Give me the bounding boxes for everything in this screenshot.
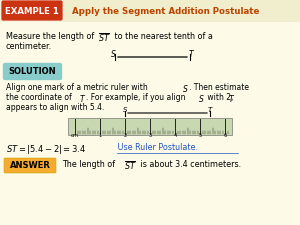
Text: the coordinate of: the coordinate of	[6, 93, 74, 102]
Text: $ST = |5.4 - 2| = 3.4$: $ST = |5.4 - 2| = 3.4$	[6, 143, 86, 156]
Text: with 2,: with 2,	[205, 93, 236, 102]
Text: SOLUTION: SOLUTION	[8, 68, 56, 76]
Text: Measure the length of: Measure the length of	[6, 32, 97, 41]
Text: Use Ruler Postulate.: Use Ruler Postulate.	[110, 143, 198, 152]
Text: $T$: $T$	[207, 105, 213, 114]
Text: 3: 3	[148, 133, 152, 138]
Text: 4: 4	[173, 133, 177, 138]
FancyBboxPatch shape	[1, 0, 63, 21]
Text: $S$: $S$	[182, 83, 189, 94]
Text: The length of: The length of	[62, 160, 118, 169]
Text: is about 3.4 centimeters.: is about 3.4 centimeters.	[138, 160, 241, 169]
Text: 2: 2	[123, 133, 127, 138]
Text: $S$: $S$	[198, 93, 205, 104]
Text: 5: 5	[198, 133, 202, 138]
Text: . For example, if you align: . For example, if you align	[86, 93, 188, 102]
Text: $S$: $S$	[110, 48, 116, 59]
Text: $\overline{ST}$: $\overline{ST}$	[124, 160, 136, 172]
Text: $T$: $T$	[79, 93, 86, 104]
Text: $\overline{ST}$: $\overline{ST}$	[98, 32, 110, 44]
Text: $T$: $T$	[228, 93, 235, 104]
Text: 1: 1	[98, 133, 102, 138]
Text: EXAMPLE 1: EXAMPLE 1	[5, 7, 59, 16]
Text: appears to align with 5.4.: appears to align with 5.4.	[6, 103, 104, 112]
Text: centimeter.: centimeter.	[6, 42, 52, 51]
Text: $T$: $T$	[188, 48, 196, 59]
Text: $S$: $S$	[122, 105, 128, 114]
Text: Apply the Segment Addition Postulate: Apply the Segment Addition Postulate	[72, 7, 260, 16]
Text: to the nearest tenth of a: to the nearest tenth of a	[112, 32, 213, 41]
Text: ANSWER: ANSWER	[10, 161, 50, 170]
Text: Align one mark of a metric ruler with: Align one mark of a metric ruler with	[6, 83, 150, 92]
Text: cm: cm	[71, 133, 79, 138]
FancyBboxPatch shape	[4, 158, 56, 173]
Text: . Then estimate: . Then estimate	[189, 83, 249, 92]
Bar	[0, 0, 300, 22]
FancyBboxPatch shape	[4, 63, 61, 79]
Text: 6: 6	[223, 133, 227, 138]
Bar	[68, 118, 232, 135]
